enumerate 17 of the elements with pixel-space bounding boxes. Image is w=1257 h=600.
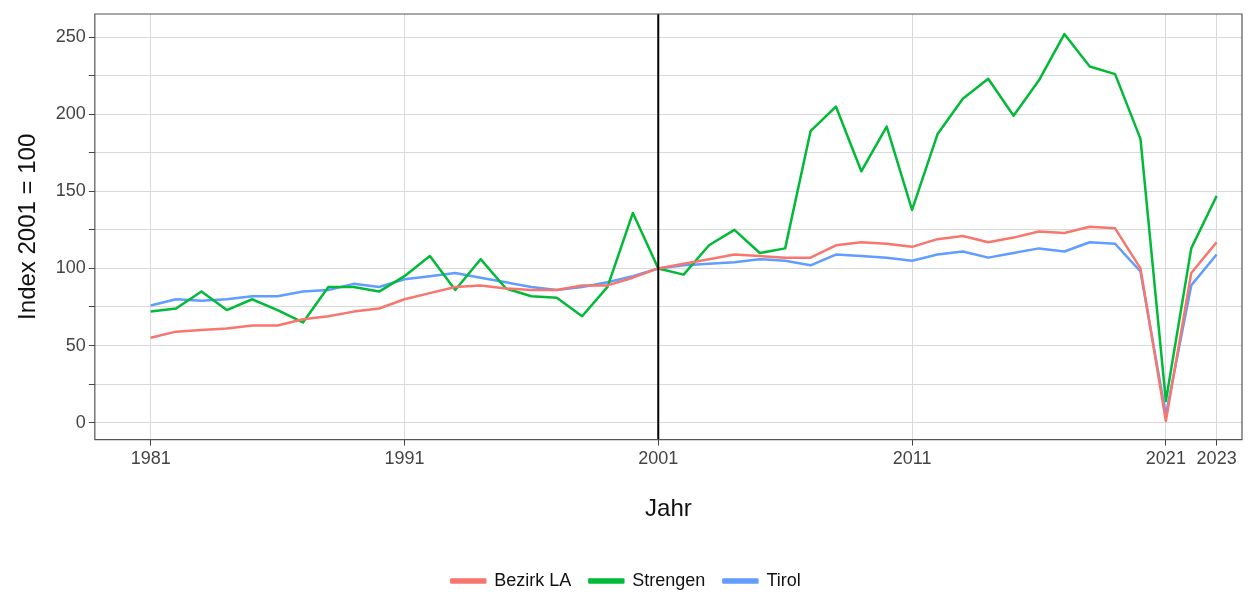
y-tick-label: 150 <box>55 180 86 201</box>
legend-label: Tirol <box>766 569 801 590</box>
x-tick-label: 2001 <box>638 448 679 469</box>
legend-label: Bezirk LA <box>494 569 572 590</box>
x-tick-label: 1991 <box>384 448 425 469</box>
y-axis-title: Index 2001 = 100 <box>13 133 41 320</box>
y-tick-label: 50 <box>65 334 86 355</box>
y-tick-label: 0 <box>75 411 86 432</box>
legend-label: Strengen <box>632 569 706 590</box>
x-axis-title: Jahr <box>645 494 692 522</box>
y-tick-label: 100 <box>55 257 86 278</box>
x-tick-label: 2023 <box>1196 448 1237 469</box>
y-tick-label: 250 <box>55 26 86 47</box>
x-tick-label: 1981 <box>130 448 171 469</box>
x-tick-label: 2011 <box>892 448 932 469</box>
x-tick-label: 2021 <box>1145 448 1186 469</box>
y-tick-label: 200 <box>55 103 86 124</box>
